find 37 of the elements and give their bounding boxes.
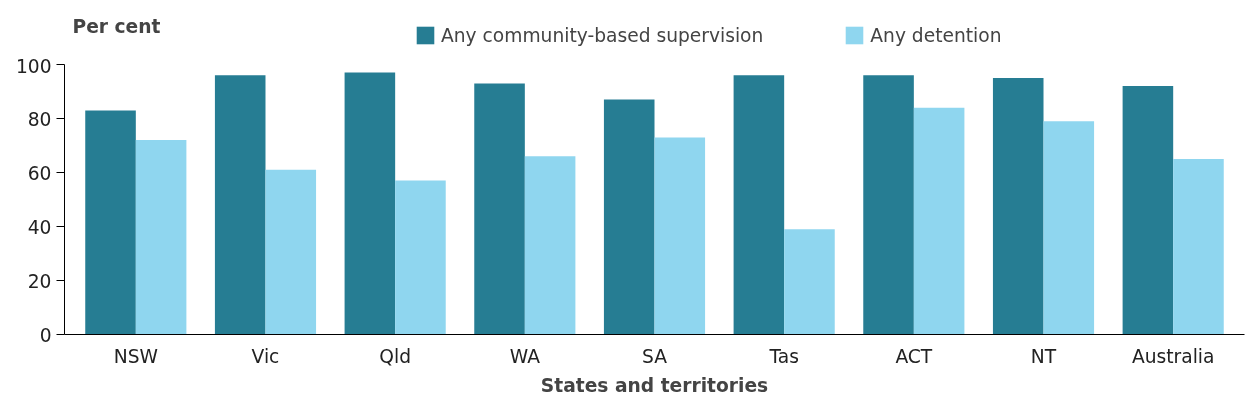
x-tick-label: NSW [113,345,158,367]
y-axis-title: Per cent [72,15,161,37]
bar [474,83,525,335]
x-tick-label: WA [509,345,541,367]
bar [733,75,785,335]
bar [603,99,655,335]
bar [1173,159,1224,335]
bar [1122,86,1174,335]
bar [863,75,914,335]
bar [135,140,187,335]
bar [265,169,317,335]
y-tick-label: 0 [39,324,52,346]
bar [784,229,835,335]
x-tick-label: Vic [251,345,280,367]
bar [214,75,266,335]
legend-label: Any detention [870,24,1002,46]
x-tick-label: ACT [895,345,933,367]
y-tick-label: 40 [27,216,52,238]
bar [395,180,446,335]
bar [344,72,396,335]
x-tick-label: NT [1030,345,1057,367]
bar [1043,121,1095,335]
y-tick-label: 80 [27,108,52,130]
x-tick-label: Tas [768,345,799,367]
y-tick-label: 100 [15,55,52,77]
bar [654,137,706,335]
y-tick-label: 60 [27,162,52,184]
bar [992,78,1044,335]
x-axis-title: States and territories [540,374,769,396]
x-tick-label: SA [642,345,668,367]
x-tick-label: Australia [1131,345,1215,367]
y-tick-label: 20 [27,270,52,292]
bar [913,107,965,335]
legend-label: Any community-based supervision [441,24,764,46]
x-tick-label: Qld [379,345,412,367]
bar [524,156,576,335]
bar [85,110,136,335]
